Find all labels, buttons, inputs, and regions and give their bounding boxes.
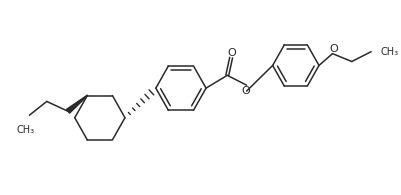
Text: O: O — [227, 48, 236, 58]
Text: CH₃: CH₃ — [16, 125, 34, 135]
Text: CH₃: CH₃ — [380, 47, 398, 57]
Text: O: O — [241, 86, 249, 96]
Polygon shape — [66, 95, 87, 113]
Text: O: O — [328, 44, 337, 54]
